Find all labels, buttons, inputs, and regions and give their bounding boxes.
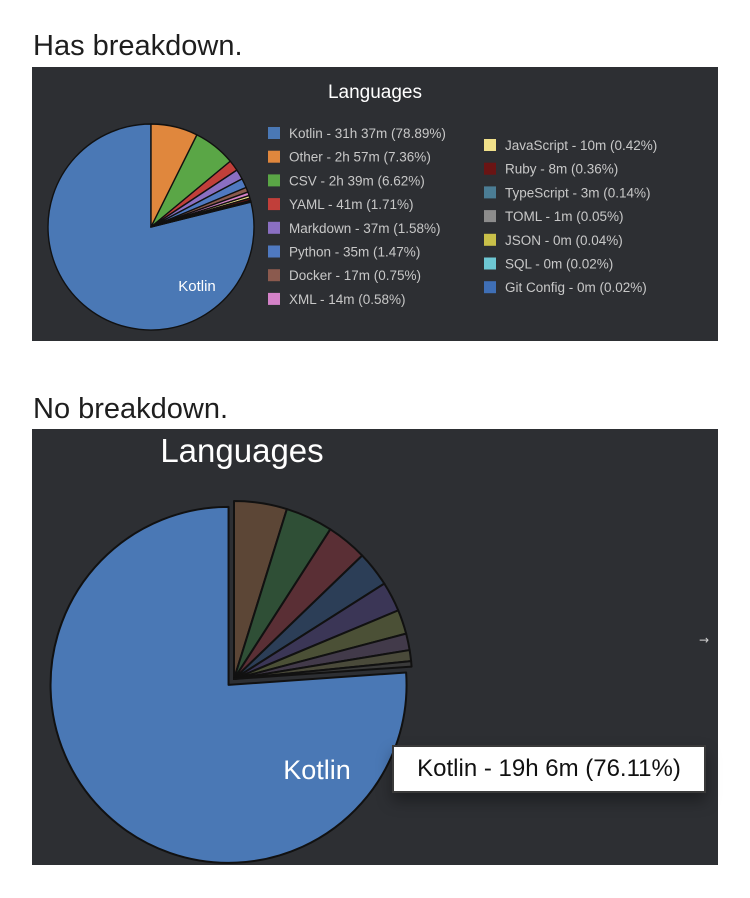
caption-has-breakdown: Has breakdown. [33,30,243,62]
legend-label: TOML - 1m (0.05%) [505,209,624,224]
legend-swatch [268,198,280,211]
legend-item-git-config[interactable]: Git Config - 0m (0.02%) [484,280,647,295]
legend-label: Other - 2h 57m (7.36%) [289,150,431,165]
legend-item-javascript[interactable]: JavaScript - 10m (0.42%) [484,138,657,153]
legend-label: Kotlin - 31h 37m (78.89%) [289,126,446,141]
arrow-icon: → [699,633,710,647]
pie-chart-breakdown: Languages Kotlin - 31h 37m (78.89%) Other… [47,82,657,331]
legend-swatch [268,221,280,234]
legend-swatch [484,210,496,223]
legend-swatch [484,257,496,270]
legend-item-xml[interactable]: XML - 14m (0.58%) [268,292,406,307]
legend-item-json[interactable]: JSON - 0m (0.04%) [484,233,623,248]
legend-label: YAML - 41m (1.71%) [289,197,414,212]
legend-item-csv[interactable]: CSV - 2h 39m (6.62%) [268,173,425,188]
legend-swatch [268,174,280,187]
legend-item-docker[interactable]: Docker - 17m (0.75%) [268,268,421,283]
legend-swatch [268,292,280,305]
pie-chart-no-breakdown: Languages Kotlin [49,432,413,864]
legend-swatch [484,186,496,199]
legend-swatch [268,127,280,139]
legend-label: JavaScript - 10m (0.42%) [505,138,657,153]
slice-tooltip: Kotlin - 19h 6m (76.11%) [392,745,706,793]
chart-title: Languages [160,432,323,469]
legend-label: Git Config - 0m (0.02%) [505,280,647,295]
legend: Kotlin - 31h 37m (78.89%) Other - 2h 57m … [268,126,657,307]
legend-swatch [484,139,496,151]
legend-label: Markdown - 37m (1.58%) [289,221,441,236]
caption-no-breakdown: No breakdown. [33,393,229,425]
legend-item-yaml[interactable]: YAML - 41m (1.71%) [268,197,414,212]
legend-item-sql[interactable]: SQL - 0m (0.02%) [484,257,613,272]
legend-swatch [484,162,496,175]
chart-panel-no-breakdown: Languages Kotlin [32,429,718,865]
legend-item-other[interactable]: Other - 2h 57m (7.36%) [268,150,431,165]
legend-item-typescript[interactable]: TypeScript - 3m (0.14%) [484,185,651,200]
slice-label-kotlin: Kotlin [178,278,216,295]
legend-label: TypeScript - 3m (0.14%) [505,185,651,200]
legend-label: CSV - 2h 39m (6.62%) [289,173,425,188]
legend-swatch [484,281,496,294]
legend-label: Python - 35m (1.47%) [289,245,420,260]
legend-swatch [268,150,280,163]
legend-item-toml[interactable]: TOML - 1m (0.05%) [484,209,624,224]
legend-swatch [268,245,280,258]
pie-slices [47,123,255,331]
pie-slice-kotlin[interactable] [47,123,255,331]
legend-item-python[interactable]: Python - 35m (1.47%) [268,245,420,260]
legend-swatch [484,233,496,246]
pie-slice-git-config[interactable] [150,201,252,228]
pie-slice-10[interactable] [233,660,413,680]
legend-swatch [268,269,280,282]
slice-label-kotlin: Kotlin [283,755,351,785]
legend-label: JSON - 0m (0.04%) [505,233,623,248]
legend-label: Docker - 17m (0.75%) [289,268,421,283]
legend-item-markdown[interactable]: Markdown - 37m (1.58%) [268,221,441,236]
legend-label: SQL - 0m (0.02%) [505,257,613,272]
pie-slices [49,500,413,864]
legend-label: XML - 14m (0.58%) [289,292,406,307]
pie-slice-1[interactable] [49,505,408,864]
chart-panel-breakdown: Languages Kotlin - 31h 37m (78.89%) Other… [32,67,718,341]
chart-title: Languages [328,82,422,103]
legend-label: Ruby - 8m (0.36%) [505,162,618,177]
legend-item-ruby[interactable]: Ruby - 8m (0.36%) [484,162,618,177]
legend-item-kotlin[interactable]: Kotlin - 31h 37m (78.89%) [268,126,446,141]
